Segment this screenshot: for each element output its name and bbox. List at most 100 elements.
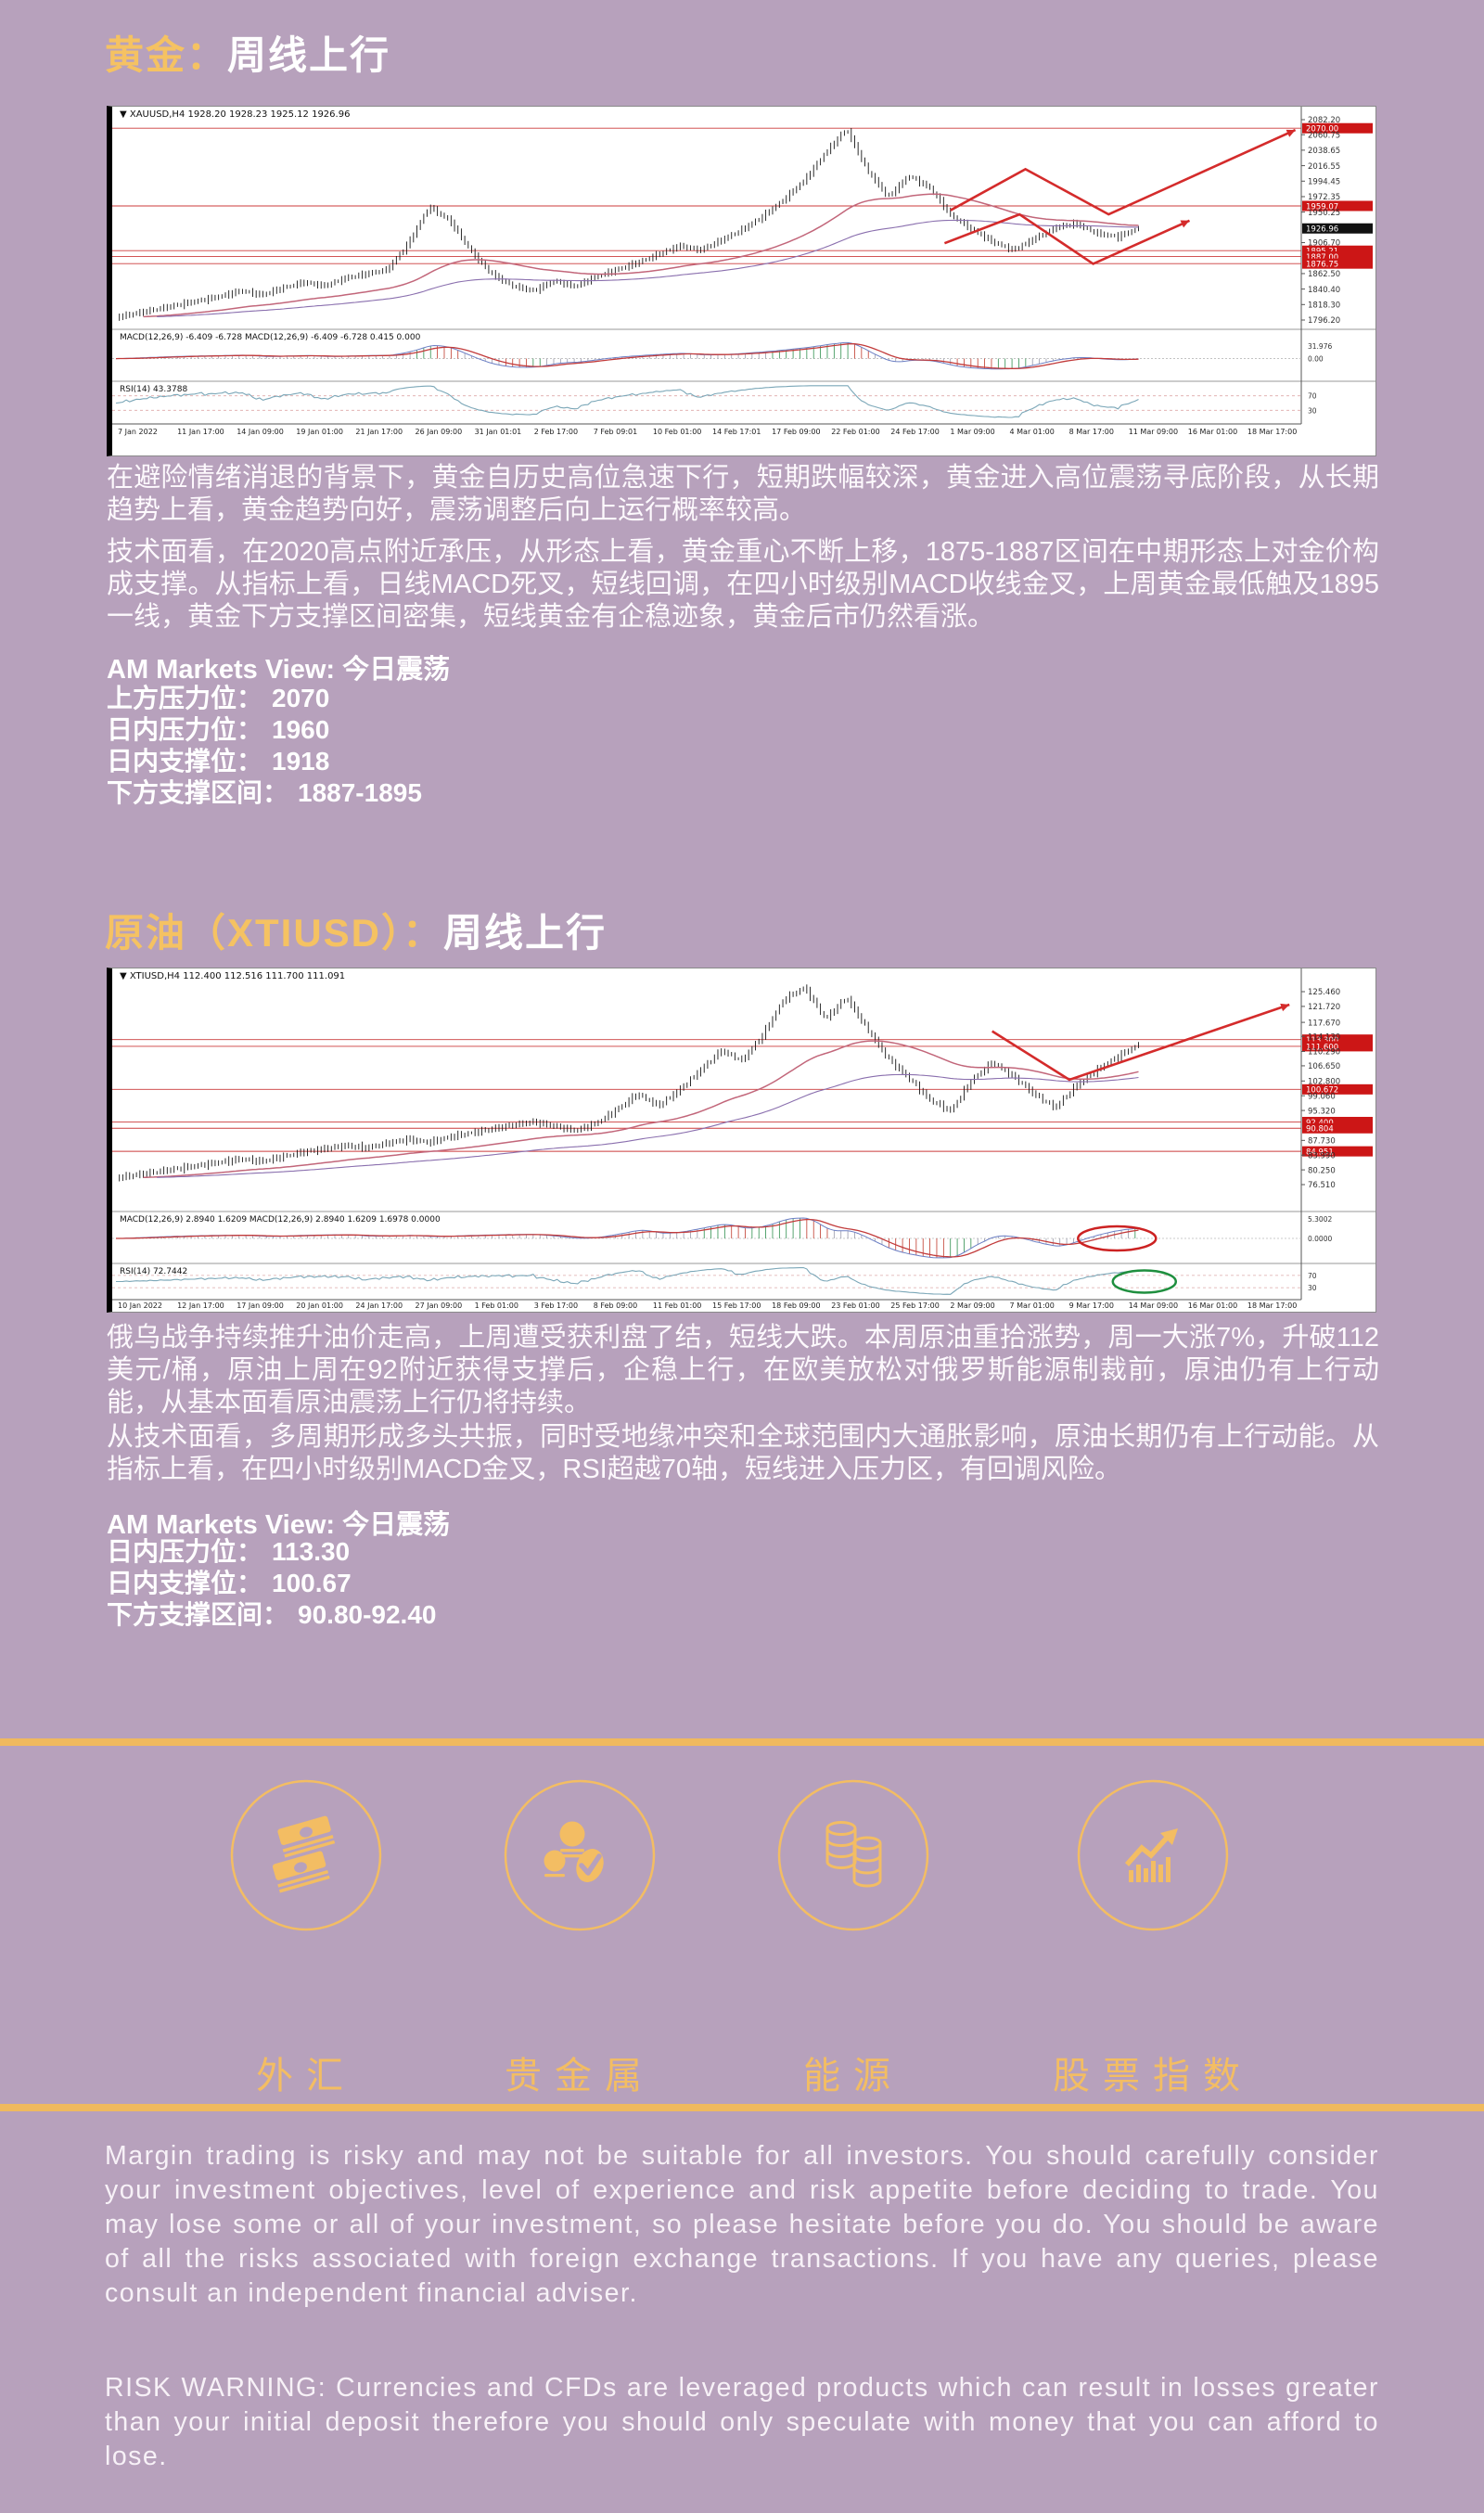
svg-text:RSI(14) 43.3788: RSI(14) 43.3788 [120, 385, 187, 394]
svg-text:113.300: 113.300 [1306, 1036, 1338, 1045]
category-energy[interactable] [774, 1776, 932, 1934]
svg-text:80.250: 80.250 [1308, 1166, 1336, 1175]
category-label-metals[interactable]: 贵金属 [505, 2056, 655, 2096]
svg-text:1972.35: 1972.35 [1308, 193, 1340, 202]
svg-text:22 Feb 01:00: 22 Feb 01:00 [831, 428, 879, 436]
oil-view-line: AM Markets View: 今日震荡 [107, 1510, 451, 1540]
svg-text:14 Mar 09:00: 14 Mar 09:00 [1129, 1301, 1178, 1310]
svg-text:106.650: 106.650 [1308, 1062, 1340, 1071]
oil-paragraph-1: 俄乌战争持续推升油价走高，上周遭受获利盘了结，短线大跌。本周原油重拾涨势，周一大… [107, 1323, 1379, 1417]
svg-text:76.510: 76.510 [1308, 1181, 1336, 1190]
svg-text:7 Mar 01:00: 7 Mar 01:00 [1010, 1301, 1055, 1310]
svg-text:2 Mar 09:00: 2 Mar 09:00 [950, 1301, 994, 1310]
disclaimer-paragraph: Margin trading is risky and may not be s… [105, 2141, 1379, 2308]
oil-level-row: 日内压力位： 113.30 [107, 1537, 351, 1566]
gold-paragraph-1: 在避险情绪消退的背景下，黄金自历史高位急速下行，短期跌幅较深，黄金进入高位震荡寻… [107, 463, 1379, 525]
svg-text:2070.00: 2070.00 [1306, 125, 1338, 135]
oil-chart-canvas: 113.300111.600100.67292.40090.80484.9511… [112, 968, 1375, 1310]
svg-text:18 Feb 09:00: 18 Feb 09:00 [772, 1301, 820, 1310]
svg-text:10 Feb 01:00: 10 Feb 01:00 [653, 428, 701, 436]
svg-text:8 Mar 17:00: 8 Mar 17:00 [1069, 428, 1114, 436]
svg-text:1 Feb 01:00: 1 Feb 01:00 [475, 1301, 518, 1310]
category-label-forex[interactable]: 外汇 [256, 2056, 356, 2096]
svg-text:1950.25: 1950.25 [1308, 209, 1340, 218]
svg-text:83.990: 83.990 [1308, 1151, 1336, 1160]
svg-text:9 Mar 17:00: 9 Mar 17:00 [1069, 1301, 1114, 1310]
svg-text:87.730: 87.730 [1308, 1137, 1336, 1147]
category-label-indices[interactable]: 股票指数 [1053, 2056, 1253, 2096]
svg-text:27 Jan 09:00: 27 Jan 09:00 [416, 1301, 463, 1310]
svg-text:4 Mar 01:00: 4 Mar 01:00 [1010, 428, 1055, 436]
svg-text:70: 70 [1308, 1272, 1317, 1280]
svg-text:125.460: 125.460 [1308, 988, 1340, 997]
banknotes-icon [272, 1815, 336, 1893]
svg-text:11 Jan 17:00: 11 Jan 17:00 [177, 428, 224, 436]
svg-text:0.00: 0.00 [1308, 355, 1324, 364]
category-indices[interactable] [1074, 1776, 1232, 1934]
svg-text:18 Mar 17:00: 18 Mar 17:00 [1247, 1301, 1297, 1310]
svg-text:2060.75: 2060.75 [1308, 131, 1340, 140]
svg-text:14 Jan 09:00: 14 Jan 09:00 [237, 428, 284, 436]
svg-text:26 Jan 09:00: 26 Jan 09:00 [416, 428, 463, 436]
svg-text:21 Jan 17:00: 21 Jan 17:00 [355, 428, 403, 436]
svg-text:31 Jan 01:01: 31 Jan 01:01 [475, 428, 522, 436]
svg-text:11 Feb 01:00: 11 Feb 01:00 [653, 1301, 701, 1310]
svg-text:84.951: 84.951 [1306, 1148, 1334, 1158]
svg-text:2038.65: 2038.65 [1308, 147, 1340, 156]
svg-text:25 Feb 17:00: 25 Feb 17:00 [890, 1301, 939, 1310]
category-forex[interactable] [227, 1776, 385, 1934]
svg-text:1887.00: 1887.00 [1306, 253, 1338, 263]
svg-text:90.804: 90.804 [1306, 1125, 1334, 1135]
svg-text:1796.20: 1796.20 [1308, 316, 1340, 326]
divider-top [0, 1738, 1484, 1746]
svg-text:117.670: 117.670 [1308, 1019, 1340, 1028]
category-metals[interactable] [501, 1776, 659, 1934]
trend-chart-icon [1124, 1828, 1178, 1882]
gold-level-row: 日内压力位： 1960 [107, 715, 330, 744]
gold-paragraph-2: 技术面看，在2020高点附近承压，从形态上看，黄金重心不断上移，1875-188… [107, 537, 1379, 632]
svg-text:7 Jan 2022: 7 Jan 2022 [118, 428, 158, 436]
svg-text:MACD(12,26,9) -6.409 -6.728 M: MACD(12,26,9) -6.409 -6.728 MACD(12,26,9… [120, 333, 421, 342]
svg-text:1959.07: 1959.07 [1306, 202, 1338, 212]
svg-text:1876.75: 1876.75 [1306, 261, 1338, 270]
svg-text:31.976: 31.976 [1308, 342, 1332, 351]
gold-levels: 上方压力位： 2070 日内压力位： 1960 日内支撑位： 1918 下方支撑区间：… [107, 683, 422, 809]
svg-text:16 Mar 01:00: 16 Mar 01:00 [1188, 428, 1237, 436]
svg-text:70: 70 [1308, 392, 1317, 401]
gold-title-symbol: 黄金： [105, 33, 228, 77]
gold-title-trend: 周线上行 [227, 33, 391, 77]
svg-text:114.130: 114.130 [1308, 1032, 1340, 1042]
svg-text:1818.30: 1818.30 [1308, 301, 1340, 311]
svg-text:1994.45: 1994.45 [1308, 177, 1340, 186]
svg-text:RSI(14) 72.7442: RSI(14) 72.7442 [120, 1267, 187, 1276]
svg-text:12 Jan 17:00: 12 Jan 17:00 [177, 1301, 224, 1310]
svg-text:16 Mar 01:00: 16 Mar 01:00 [1188, 1301, 1237, 1310]
svg-text:24 Feb 17:00: 24 Feb 17:00 [890, 428, 939, 436]
svg-text:17 Feb 09:00: 17 Feb 09:00 [772, 428, 820, 436]
svg-text:17 Jan 09:00: 17 Jan 09:00 [237, 1301, 284, 1310]
gold-view-line: AM Markets View: 今日震荡 [107, 655, 451, 685]
svg-text:2 Feb 17:00: 2 Feb 17:00 [534, 428, 578, 436]
svg-text:30: 30 [1308, 406, 1317, 415]
divider-bottom [0, 2104, 1484, 2111]
svg-text:14 Feb 17:01: 14 Feb 17:01 [712, 428, 761, 436]
gold-level-row: 日内支撑位： 1918 [107, 747, 330, 776]
svg-text:11 Mar 09:00: 11 Mar 09:00 [1129, 428, 1178, 436]
svg-text:1862.50: 1862.50 [1308, 270, 1340, 279]
oil-levels: 日内压力位： 113.30 日内支撑位： 100.67 下方支撑区间： 90.80-9… [107, 1536, 436, 1631]
risk-warning-paragraph: RISK WARNING: Currencies and CFDs are le… [105, 2373, 1379, 2471]
oil-title-symbol: 原油（XTIUSD）： [105, 911, 444, 955]
svg-text:1 Mar 09:00: 1 Mar 09:00 [950, 428, 994, 436]
svg-text:18 Mar 17:00: 18 Mar 17:00 [1247, 428, 1297, 436]
gold-section-title: 黄金：周线上行 [105, 24, 390, 81]
category-label-energy[interactable]: 能源 [803, 2056, 903, 2096]
svg-text:23 Feb 01:00: 23 Feb 01:00 [831, 1301, 879, 1310]
svg-text:7 Feb 09:01: 7 Feb 09:01 [594, 428, 637, 436]
svg-text:3 Feb 17:00: 3 Feb 17:00 [534, 1301, 578, 1310]
svg-text:2016.55: 2016.55 [1308, 162, 1340, 172]
svg-text:100.672: 100.672 [1306, 1086, 1338, 1096]
gold-level-row: 上方压力位： 2070 [107, 684, 330, 712]
svg-text:99.060: 99.060 [1308, 1092, 1336, 1101]
svg-text:121.720: 121.720 [1308, 1003, 1340, 1012]
oil-paragraph-2: 从技术面看，多周期形成多头共振，同时受地缘冲突和全球范围内大通胀影响，原油长期仍… [107, 1422, 1379, 1484]
